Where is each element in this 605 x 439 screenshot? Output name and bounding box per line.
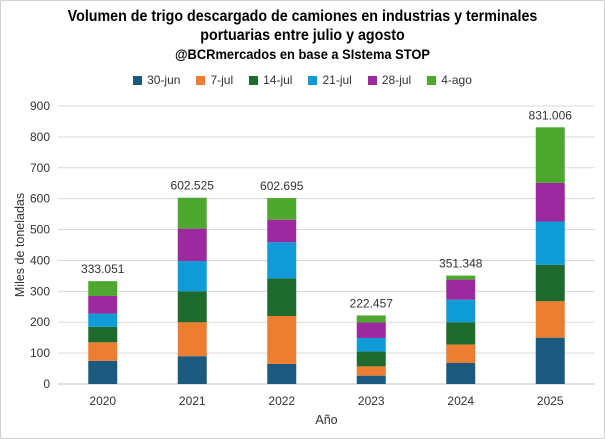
bar-segment	[88, 295, 118, 314]
bar-segment	[88, 326, 118, 343]
bar-segment	[535, 221, 565, 265]
bar-segment	[88, 342, 118, 361]
x-tick-label: 2021	[179, 394, 206, 408]
total-label: 351.348	[439, 257, 483, 271]
x-tick-label: 2024	[447, 394, 474, 408]
bar-segment	[446, 362, 476, 384]
bar-segment	[267, 242, 297, 279]
bar-segment	[267, 219, 297, 243]
bar-segment	[446, 322, 476, 345]
x-axis-label: Año	[315, 413, 337, 427]
legend-item-5: 4-ago	[427, 73, 472, 87]
legend-item-0: 30-jun	[133, 73, 180, 87]
total-label: 831.006	[529, 108, 573, 122]
bar-segment	[267, 278, 297, 317]
y-tick-label: 800	[30, 130, 50, 144]
legend-swatch	[367, 75, 377, 85]
y-tick-label: 400	[30, 253, 50, 267]
legend-swatch	[133, 75, 143, 85]
legend-label: 7-jul	[210, 73, 234, 87]
legend-swatch	[196, 75, 206, 85]
bar-segment	[267, 316, 297, 364]
total-label: 602.695	[260, 179, 304, 193]
bar-segment	[446, 279, 476, 300]
title-line-3: @BCRmercados en base a SIstema STOP	[174, 46, 430, 62]
bar-segment	[177, 261, 207, 292]
bar-segment	[356, 337, 386, 352]
bar-segment	[177, 291, 207, 323]
legend-label: 4-ago	[441, 73, 472, 87]
bar-segment	[177, 322, 207, 357]
bar-segment	[356, 315, 386, 323]
legend-label: 14-jul	[263, 73, 293, 87]
y-axis-label: Miles de toneladas	[13, 193, 27, 297]
legend-item-2: 14-jul	[249, 73, 292, 87]
bar-segment	[88, 313, 118, 327]
bar-segment	[177, 197, 207, 229]
x-tick-label: 2023	[358, 394, 385, 408]
title-line-1: Volumen de trigo descargado de camiones …	[67, 8, 538, 25]
chart-title: Volumen de trigo descargado de camiones …	[24, 7, 581, 64]
bar-segment	[356, 322, 386, 338]
legend-swatch	[249, 75, 259, 85]
y-tick-label: 100	[30, 346, 50, 360]
legend-item-4: 28-jul	[367, 73, 412, 87]
bar-segment	[535, 264, 565, 302]
y-tick-label: 700	[30, 161, 50, 175]
bar-segment	[356, 366, 386, 376]
bar-segment	[267, 198, 297, 220]
bar-segment	[177, 228, 207, 262]
y-tick-label: 500	[30, 223, 50, 237]
legend: 30-jun 7-jul 14-jul 21-jul 28-jul 4-ago	[0, 73, 605, 87]
x-tick-label: 2020	[89, 394, 116, 408]
x-tick-label: 2022	[268, 394, 295, 408]
bar-segment	[356, 375, 386, 384]
y-tick-label: 200	[30, 315, 50, 329]
bar-segment	[535, 182, 565, 222]
legend-label: 30-jun	[147, 73, 181, 87]
bar-segment	[356, 351, 386, 367]
legend-item-1: 7-jul	[196, 73, 233, 87]
y-tick-label: 600	[30, 192, 50, 206]
total-label: 333.051	[81, 262, 125, 276]
bar-segment	[88, 281, 118, 296]
bar-segment	[446, 344, 476, 363]
legend-label: 28-jul	[381, 73, 412, 87]
title-line-2: portuarias entre julio y agosto	[200, 27, 405, 44]
legend-label: 21-jul	[322, 73, 352, 87]
bar-segment	[88, 360, 118, 384]
bar-segment	[535, 337, 565, 384]
legend-swatch	[308, 75, 318, 85]
y-tick-label: 900	[30, 99, 50, 113]
x-tick-label: 2025	[537, 394, 564, 408]
bar-segment	[267, 363, 297, 384]
legend-item-3: 21-jul	[308, 73, 352, 87]
legend-swatch	[427, 75, 437, 85]
bar-segment	[177, 356, 207, 384]
bar-segment	[535, 127, 565, 183]
y-tick-label: 0	[43, 377, 50, 391]
y-tick-label: 300	[30, 284, 50, 298]
bar-segment	[535, 301, 565, 338]
bar-segment	[446, 275, 476, 280]
bar-segment	[446, 299, 476, 323]
total-label: 602.525	[171, 179, 215, 193]
total-label: 222.457	[350, 296, 394, 310]
